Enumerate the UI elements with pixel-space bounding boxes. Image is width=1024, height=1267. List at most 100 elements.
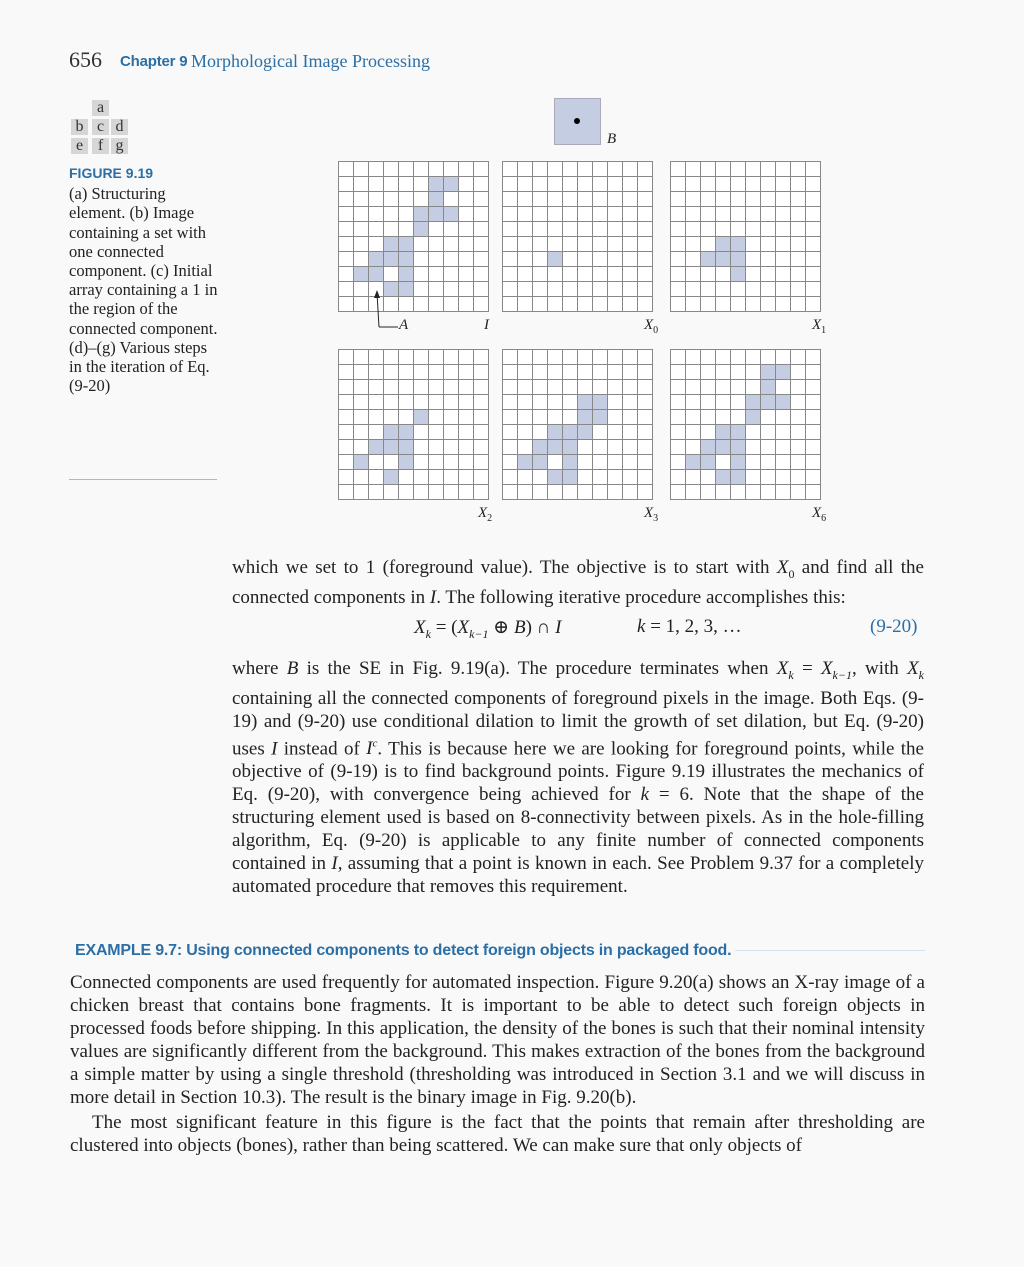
pixel-background bbox=[354, 162, 369, 177]
pixel-background bbox=[806, 440, 821, 455]
pixel-background bbox=[429, 162, 444, 177]
pixel-background bbox=[731, 162, 746, 177]
pixel-background bbox=[776, 485, 791, 500]
pixel-background bbox=[686, 177, 701, 192]
pixel-background bbox=[459, 455, 474, 470]
pixel-background bbox=[459, 252, 474, 267]
pixel-background bbox=[608, 425, 623, 440]
pixel-background bbox=[548, 207, 563, 222]
pixel-background bbox=[593, 297, 608, 312]
pixel-background bbox=[518, 440, 533, 455]
pixel-foreground bbox=[761, 365, 776, 380]
pixel-background bbox=[503, 162, 518, 177]
pixel-background bbox=[444, 410, 459, 425]
pixel-background bbox=[608, 470, 623, 485]
pixel-background bbox=[623, 222, 638, 237]
pixel-background bbox=[533, 207, 548, 222]
pixel-background bbox=[701, 350, 716, 365]
pixel-background bbox=[761, 252, 776, 267]
pixel-background bbox=[806, 365, 821, 380]
pixel-background bbox=[716, 222, 731, 237]
pixel-background bbox=[533, 485, 548, 500]
pixel-background bbox=[369, 395, 384, 410]
pixel-foreground bbox=[354, 455, 369, 470]
pixel-background bbox=[354, 365, 369, 380]
pixel-background bbox=[623, 485, 638, 500]
pixel-background bbox=[563, 485, 578, 500]
pixel-background bbox=[806, 267, 821, 282]
pixel-background bbox=[354, 485, 369, 500]
pixel-background bbox=[399, 222, 414, 237]
pixel-background bbox=[731, 410, 746, 425]
equation: Xk = (Xk−1 ⊕ B) ∩ I bbox=[414, 617, 562, 641]
pixel-background bbox=[429, 222, 444, 237]
pixel-background bbox=[354, 207, 369, 222]
pixel-background bbox=[459, 395, 474, 410]
pixel-background bbox=[806, 252, 821, 267]
pixel-foreground bbox=[384, 470, 399, 485]
pixel-background bbox=[578, 222, 593, 237]
pixel-foreground bbox=[384, 425, 399, 440]
pixel-background bbox=[474, 350, 489, 365]
pixel-background bbox=[503, 297, 518, 312]
pixel-background bbox=[548, 267, 563, 282]
pixel-background bbox=[593, 162, 608, 177]
pixel-background bbox=[474, 470, 489, 485]
pixel-background bbox=[638, 192, 653, 207]
pixel-background bbox=[384, 455, 399, 470]
pixel-background bbox=[563, 177, 578, 192]
caption-text: (a) Structuring element. (b) Image conta… bbox=[69, 184, 218, 396]
pixel-foreground bbox=[399, 252, 414, 267]
pixel-background bbox=[701, 380, 716, 395]
caption-divider bbox=[69, 479, 217, 480]
pixel-background bbox=[671, 252, 686, 267]
pixel-background bbox=[503, 470, 518, 485]
pixel-foreground bbox=[444, 207, 459, 222]
pixel-background bbox=[518, 365, 533, 380]
pixel-background bbox=[716, 267, 731, 282]
pixel-background bbox=[578, 455, 593, 470]
pixel-background bbox=[533, 192, 548, 207]
pixel-grid bbox=[502, 161, 653, 312]
pixel-background bbox=[339, 297, 354, 312]
pixel-background bbox=[608, 440, 623, 455]
pixel-background bbox=[339, 365, 354, 380]
pixel-background bbox=[806, 425, 821, 440]
pixel-background bbox=[518, 177, 533, 192]
pixel-background bbox=[518, 282, 533, 297]
grid-label: X3 bbox=[644, 505, 659, 524]
pixel-background bbox=[761, 425, 776, 440]
pixel-background bbox=[623, 395, 638, 410]
pixel-background bbox=[384, 177, 399, 192]
pixel-background bbox=[716, 177, 731, 192]
pixel-background bbox=[354, 177, 369, 192]
pixel-background bbox=[608, 485, 623, 500]
pixel-background bbox=[414, 485, 429, 500]
pixel-background bbox=[414, 470, 429, 485]
pixel-foreground bbox=[414, 207, 429, 222]
pixel-background bbox=[701, 395, 716, 410]
pixel-background bbox=[761, 192, 776, 207]
pixel-background bbox=[671, 297, 686, 312]
pixel-background bbox=[474, 455, 489, 470]
pixel-background bbox=[746, 237, 761, 252]
body-paragraph: which we set to 1 (foreground value). Th… bbox=[232, 557, 924, 608]
pixel-foreground bbox=[716, 252, 731, 267]
pixel-background bbox=[623, 365, 638, 380]
example-paragraph: Connected components are used frequently… bbox=[70, 972, 925, 1108]
pixel-background bbox=[548, 297, 563, 312]
pixel-background bbox=[459, 425, 474, 440]
pixel-background bbox=[701, 192, 716, 207]
pixel-background bbox=[399, 395, 414, 410]
panel-key-letter: a bbox=[92, 100, 109, 116]
pixel-background bbox=[671, 267, 686, 282]
pixel-background bbox=[503, 237, 518, 252]
pixel-background bbox=[369, 470, 384, 485]
pixel-background bbox=[776, 380, 791, 395]
pixel-background bbox=[459, 162, 474, 177]
pixel-background bbox=[563, 282, 578, 297]
pixel-background bbox=[548, 380, 563, 395]
pixel-foreground bbox=[776, 365, 791, 380]
pixel-background bbox=[593, 380, 608, 395]
pixel-foreground bbox=[731, 470, 746, 485]
